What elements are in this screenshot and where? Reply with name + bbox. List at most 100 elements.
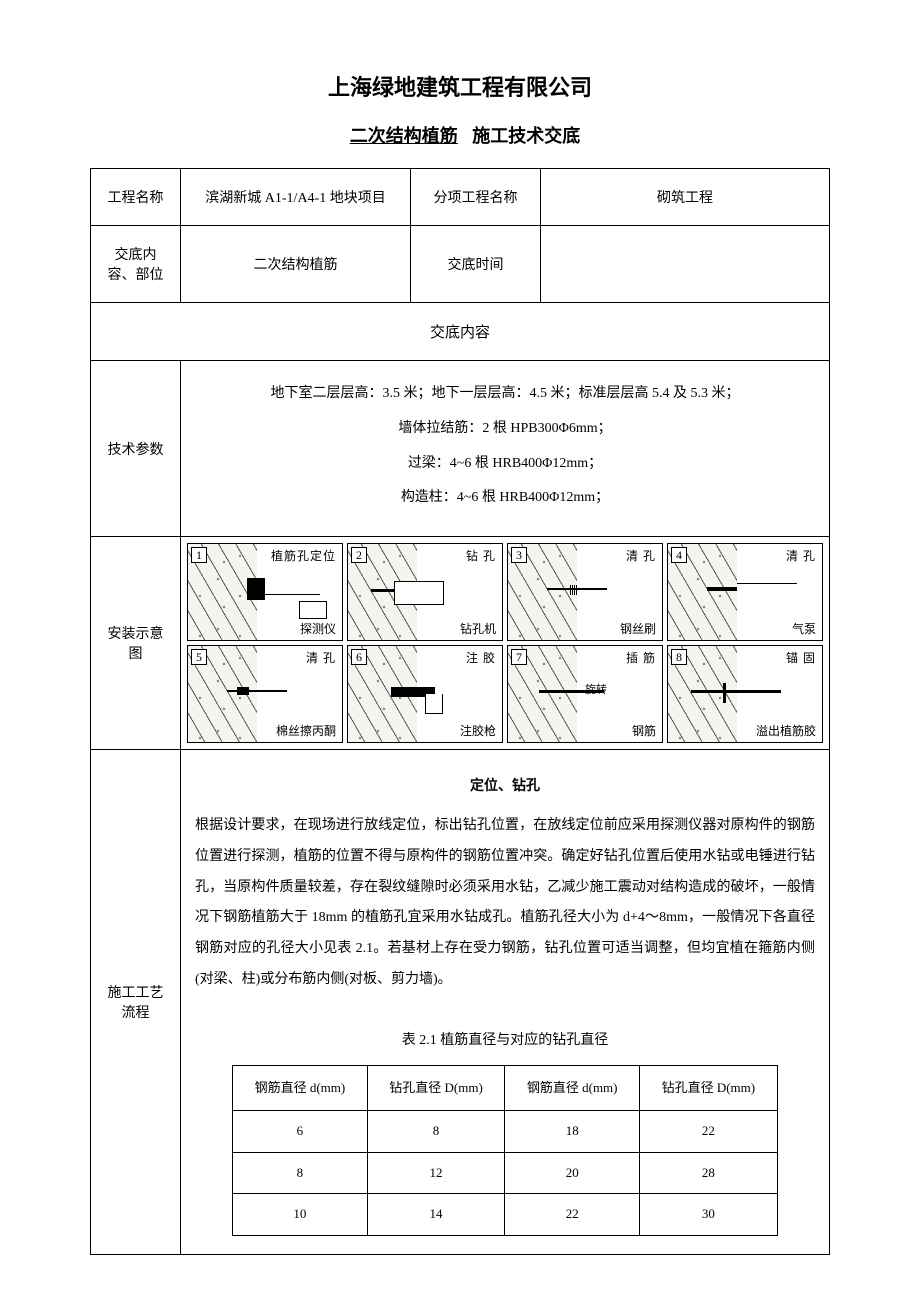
content-value: 二次结构植筋 xyxy=(181,226,411,303)
tech-param-line: 构造柱：4~6 根 HRB400Φ12mm； xyxy=(195,483,815,514)
step-top-label: 注 胶 xyxy=(466,649,496,666)
step-top-label: 植筋孔定位 xyxy=(271,547,336,564)
step-top-label: 清 孔 xyxy=(626,547,656,564)
process-row: 施工工艺 流程 定位、钻孔 根据设计要求，在现场进行放线定位，标出钻孔位置，在放… xyxy=(91,750,830,1255)
step-bottom-label: 溢出植筋胶 xyxy=(756,722,816,739)
rebar-th: 钢筋直径 d(mm) xyxy=(505,1065,639,1111)
step-bottom-label: 棉丝擦丙酮 xyxy=(276,722,336,739)
swab-icon xyxy=(227,690,287,692)
time-label: 交底时间 xyxy=(411,226,541,303)
rebar-td: 8 xyxy=(233,1152,367,1194)
step-number: 6 xyxy=(351,649,367,665)
diagram-step-5: 5 清 孔 棉丝擦丙酮 xyxy=(187,645,343,743)
step-bottom-label: 气泵 xyxy=(792,620,816,637)
step-bottom-label: 注胶枪 xyxy=(460,722,496,739)
process-content: 定位、钻孔 根据设计要求，在现场进行放线定位，标出钻孔位置，在放线定位前应采用探… xyxy=(181,750,830,1255)
pump-icon xyxy=(707,587,737,591)
tech-param-line: 地下室二层层高：3.5 米；地下一层层高：4.5 米；标准层层高 5.4 及 5… xyxy=(195,379,815,410)
tech-param-line: 墙体拉结筋：2 根 HPB300Φ6mm； xyxy=(195,414,815,445)
rotate-label: 旋转 xyxy=(585,681,607,697)
diagram-step-3: 3 清 孔 钢丝刷 xyxy=(507,543,663,641)
diagram-step-7: 7 插 筋 钢筋 旋转 xyxy=(507,645,663,743)
step-number: 7 xyxy=(511,649,527,665)
hose-icon xyxy=(737,583,797,584)
process-label: 施工工艺 流程 xyxy=(91,750,181,1255)
rebar-td: 22 xyxy=(639,1111,777,1153)
process-heading: 定位、钻孔 xyxy=(195,772,815,803)
rebar-table-row: 8 12 20 28 xyxy=(233,1152,778,1194)
doc-title-suffix: 施工技术交底 xyxy=(472,126,580,146)
anchor-icon xyxy=(691,690,781,693)
detector-icon xyxy=(299,601,327,619)
rebar-td: 18 xyxy=(505,1111,639,1153)
diagram-step-8: 8 锚 固 溢出植筋胶 xyxy=(667,645,823,743)
rebar-td: 22 xyxy=(505,1194,639,1236)
rebar-td: 10 xyxy=(233,1194,367,1236)
rebar-th: 钻孔直径 D(mm) xyxy=(367,1065,505,1111)
drill-bit-icon xyxy=(371,589,397,592)
diagram-step-6: 6 注 胶 注胶枪 xyxy=(347,645,503,743)
header-row-1: 工程名称 滨湖新城 A1-1/A4-1 地块项目 分项工程名称 砌筑工程 xyxy=(91,169,830,226)
step-number: 2 xyxy=(351,547,367,563)
rebar-td: 8 xyxy=(367,1111,505,1153)
diagram-step-4: 4 清 孔 气泵 xyxy=(667,543,823,641)
gun-handle-icon xyxy=(425,694,443,714)
step-bottom-label: 钻孔机 xyxy=(460,620,496,637)
company-title: 上海绿地建筑工程有限公司 xyxy=(90,70,830,102)
tool-icon xyxy=(262,594,320,595)
rebar-td: 6 xyxy=(233,1111,367,1153)
rebar-table-row: 6 8 18 22 xyxy=(233,1111,778,1153)
process-body: 根据设计要求，在现场进行放线定位，标出钻孔位置，在放线定位前应采用探测仪器对原构… xyxy=(195,811,815,996)
header-row-2: 交底内容、部位 二次结构植筋 交底时间 xyxy=(91,226,830,303)
rebar-table-caption: 表 2.1 植筋直径与对应的钻孔直径 xyxy=(195,1026,815,1057)
rebar-th: 钢筋直径 d(mm) xyxy=(233,1065,367,1111)
subproject-label: 分项工程名称 xyxy=(411,169,541,226)
diagram-label: 安装示意图 xyxy=(91,537,181,750)
step-bottom-label: 探测仪 xyxy=(300,620,336,637)
tool-icon xyxy=(247,578,265,600)
diagram-step-2: 2 钻 孔 钻孔机 xyxy=(347,543,503,641)
subproject-value: 砌筑工程 xyxy=(541,169,830,226)
step-bottom-label: 钢丝刷 xyxy=(620,620,656,637)
project-name-value: 滨湖新城 A1-1/A4-1 地块项目 xyxy=(181,169,411,226)
rebar-td: 20 xyxy=(505,1152,639,1194)
rebar-td: 28 xyxy=(639,1152,777,1194)
project-name-label: 工程名称 xyxy=(91,169,181,226)
step-top-label: 锚 固 xyxy=(786,649,816,666)
step-top-label: 清 孔 xyxy=(786,547,816,564)
step-number: 3 xyxy=(511,547,527,563)
content-label: 交底内容、部位 xyxy=(91,226,181,303)
step-bottom-label: 钢筋 xyxy=(632,722,656,739)
swab-head-icon xyxy=(237,687,249,695)
diagram-step-1: 1 植筋孔定位 探测仪 xyxy=(187,543,343,641)
diagram-content: 1 植筋孔定位 探测仪 2 钻 孔 钻孔机 3 清 孔 钢 xyxy=(181,537,830,750)
drill-icon xyxy=(394,581,444,605)
rebar-th: 钻孔直径 D(mm) xyxy=(639,1065,777,1111)
content-header-row: 交底内容 xyxy=(91,303,830,361)
step-number: 1 xyxy=(191,547,207,563)
time-value xyxy=(541,226,830,303)
plate-icon xyxy=(723,683,726,703)
step-number: 5 xyxy=(191,649,207,665)
content-header: 交底内容 xyxy=(91,303,830,361)
rebar-table: 钢筋直径 d(mm) 钻孔直径 D(mm) 钢筋直径 d(mm) 钻孔直径 D(… xyxy=(232,1065,778,1236)
step-number: 8 xyxy=(671,649,687,665)
rebar-td: 12 xyxy=(367,1152,505,1194)
tech-params-row: 技术参数 地下室二层层高：3.5 米；地下一层层高：4.5 米；标准层层高 5.… xyxy=(91,361,830,537)
diagram-row: 安装示意图 1 植筋孔定位 探测仪 2 钻 孔 钻孔机 xyxy=(91,537,830,750)
rebar-td: 30 xyxy=(639,1194,777,1236)
step-top-label: 清 孔 xyxy=(306,649,336,666)
tech-params-content: 地下室二层层高：3.5 米；地下一层层高：4.5 米；标准层层高 5.4 及 5… xyxy=(181,361,830,537)
document-title: 二次结构植筋 施工技术交底 xyxy=(90,122,830,148)
process-label-line2: 流程 xyxy=(105,1002,166,1022)
process-label-line1: 施工工艺 xyxy=(105,982,166,1002)
doc-subject: 二次结构植筋 xyxy=(340,126,468,146)
rebar-td: 14 xyxy=(367,1194,505,1236)
rebar-table-header-row: 钢筋直径 d(mm) 钻孔直径 D(mm) 钢筋直径 d(mm) 钻孔直径 D(… xyxy=(233,1065,778,1111)
rebar-table-row: 10 14 22 30 xyxy=(233,1194,778,1236)
step-number: 4 xyxy=(671,547,687,563)
step-top-label: 插 筋 xyxy=(626,649,656,666)
tech-param-line: 过梁：4~6 根 HRB400Φ12mm； xyxy=(195,449,815,480)
tech-params-label: 技术参数 xyxy=(91,361,181,537)
diagram-container: 1 植筋孔定位 探测仪 2 钻 孔 钻孔机 3 清 孔 钢 xyxy=(187,543,823,743)
